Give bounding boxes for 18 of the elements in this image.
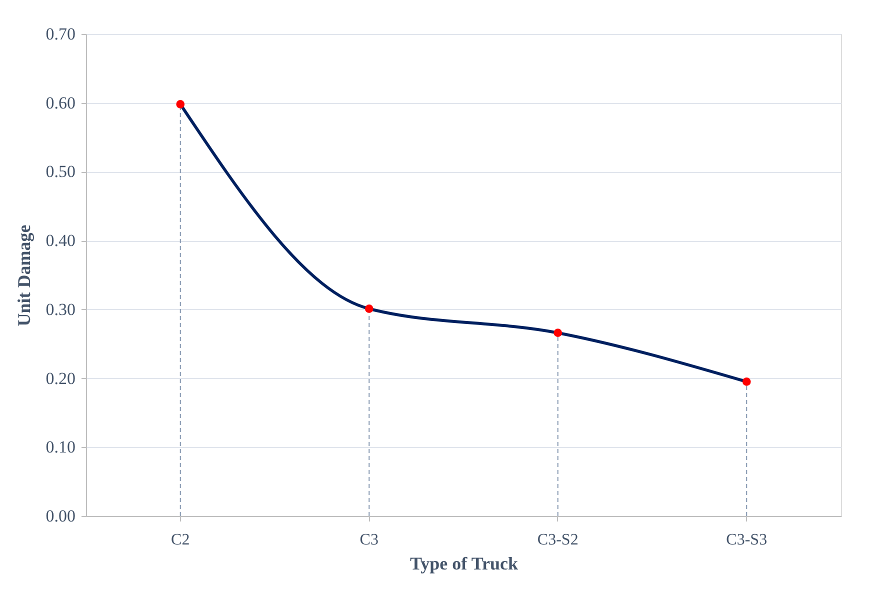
y-tick-label: 0.40	[46, 231, 76, 250]
point	[742, 378, 751, 386]
y-tick-label: 0.00	[46, 506, 76, 526]
y-axis-title: Unit Damage	[14, 224, 34, 326]
point	[364, 304, 374, 313]
y-tick-label: 0.60	[46, 93, 76, 112]
point	[176, 100, 185, 108]
x-tick-label: C3	[360, 532, 378, 548]
y-tick-label: 0.30	[46, 300, 76, 319]
point	[554, 328, 562, 338]
y-tick-label: 0.20	[46, 368, 76, 388]
x-tick-label: C3-S2	[537, 532, 578, 548]
x-tick-label: C3-S3	[726, 532, 768, 548]
y-tick-label: 0.70	[46, 24, 76, 44]
x-axis-title: Type of Truck	[410, 554, 518, 574]
x-tick-label: C2	[171, 532, 190, 548]
y-tick-label: 0.10	[46, 438, 76, 457]
y-tick-label: 0.50	[46, 162, 76, 182]
